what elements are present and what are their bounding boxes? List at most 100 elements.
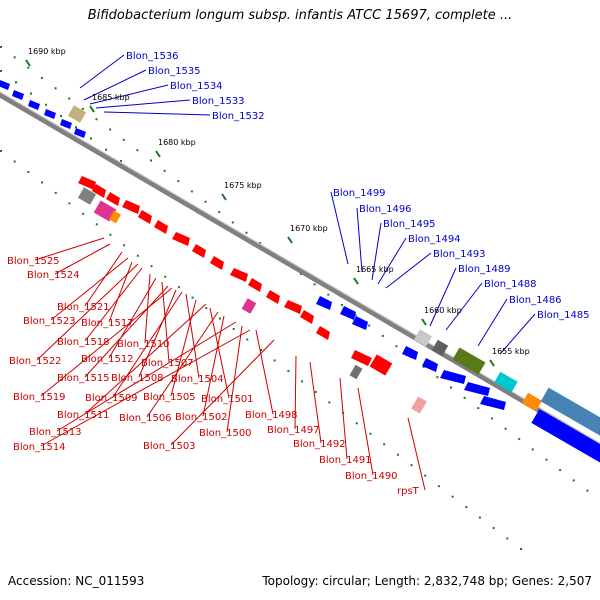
- ruler-dot: [105, 148, 107, 151]
- gene-box-gray: [349, 364, 363, 380]
- gene-label: Blon_1498: [245, 410, 298, 421]
- gene-label: Blon_1524: [27, 270, 80, 281]
- label-leader-line: [34, 237, 105, 261]
- ruler-dot: [54, 87, 57, 90]
- ruler-dot: [30, 92, 32, 95]
- gene-label: Blon_1532: [212, 111, 265, 122]
- ruler-dot: [314, 390, 317, 393]
- gene-box-pink: [411, 396, 427, 414]
- reverse-gene-arrow: [172, 232, 190, 246]
- ruler-dot: [301, 380, 304, 383]
- label-leader-line: [339, 377, 348, 460]
- gene-box-steelblue: [540, 387, 600, 437]
- gene-label: Blon_1485: [537, 310, 590, 321]
- ruler-dot: [396, 453, 399, 456]
- label-leader-line: [108, 277, 157, 359]
- reverse-gene-arrow: [154, 220, 168, 234]
- scale-tick-label: 1660 kbp: [424, 306, 462, 315]
- reverse-gene-arrow: [316, 326, 330, 340]
- ruler-dot: [436, 376, 439, 379]
- ruler-dot: [410, 464, 413, 467]
- gene-label: rpsT: [397, 486, 420, 497]
- ruler-dot: [287, 369, 290, 372]
- ruler-dot: [177, 286, 180, 289]
- ruler-dot: [0, 150, 2, 152]
- label-leader-line: [83, 69, 147, 101]
- ruler-dot: [150, 159, 152, 162]
- label-leader-line: [40, 287, 173, 397]
- label-leader-line: [371, 222, 382, 281]
- ruler-dot: [0, 70, 2, 72]
- label-leader-line: [36, 263, 139, 361]
- ruler-dot: [492, 527, 495, 530]
- label-leader-line: [40, 329, 251, 447]
- reverse-gene-arrow: [78, 176, 96, 190]
- ruler-dot: [545, 458, 548, 461]
- gene-label: Blon_1486: [509, 295, 562, 306]
- ruler-dot: [13, 56, 16, 59]
- ruler-dot: [478, 516, 481, 519]
- ruler-dot: [246, 338, 249, 341]
- label-leader-line: [255, 329, 274, 415]
- reverse-gene-arrow: [106, 192, 120, 206]
- label-leader-line: [170, 299, 197, 397]
- ruler-dot: [68, 97, 71, 100]
- reverse-gene-arrow: [230, 268, 248, 282]
- ruler-dot: [572, 479, 575, 482]
- ruler-dot: [81, 107, 84, 110]
- gene-box-cyan: [494, 371, 518, 393]
- forward-gene-arrow: [464, 382, 490, 396]
- gene-label: Blon_1496: [359, 204, 412, 215]
- ruler-dot: [95, 223, 98, 226]
- ruler-dot: [109, 233, 112, 236]
- scale-tick-mark: [89, 105, 95, 113]
- ruler-dot: [355, 422, 358, 425]
- gene-label: Blon_1519: [13, 392, 66, 403]
- gene-label: Blon_1493: [433, 249, 486, 260]
- ruler-dot: [231, 221, 234, 224]
- backbone-line: [0, 92, 600, 450]
- label-leader-line: [377, 237, 407, 285]
- label-leader-line: [79, 54, 125, 89]
- gene-label: Blon_1522: [9, 356, 62, 367]
- gene-label: Blon_1521: [57, 302, 110, 313]
- ruler-dot: [54, 191, 57, 194]
- ruler-dot: [395, 345, 398, 348]
- reverse-gene-arrow: [300, 310, 314, 324]
- ruler-dots: [0, 46, 589, 550]
- ruler-dot: [490, 417, 493, 420]
- ruler-dot: [191, 296, 194, 299]
- gene-box-tan: [67, 105, 87, 123]
- scale-tick-mark: [25, 59, 31, 67]
- gene-label: Blon_1514: [13, 442, 66, 453]
- ruler-dot: [163, 169, 166, 172]
- ruler-dot: [122, 138, 125, 141]
- label-leader-line: [499, 313, 536, 355]
- ruler-dot: [259, 242, 262, 245]
- label-leader-line: [84, 251, 123, 307]
- gene-label: Blon_1501: [201, 394, 254, 405]
- ruler-dot: [218, 317, 221, 320]
- gene-box-olive: [452, 347, 486, 375]
- ruler-dot: [136, 149, 139, 152]
- ruler-dot: [313, 283, 316, 286]
- gene-label: Blon_1535: [148, 66, 201, 77]
- gene-label: Blon_1512: [81, 354, 134, 365]
- gene-box-orange: [522, 392, 542, 412]
- ruler-dot: [82, 212, 85, 215]
- ruler-dot: [586, 489, 589, 492]
- reverse-gene-arrow: [92, 184, 106, 198]
- gene-features: [0, 80, 600, 463]
- gene-label: Blon_1523: [23, 316, 76, 327]
- ruler-dot: [260, 349, 262, 351]
- label-leader-line: [209, 307, 230, 399]
- ruler-dot: [531, 448, 534, 451]
- ruler-dot: [204, 200, 207, 203]
- label-leader-line: [84, 267, 143, 342]
- scale-tick-label: 1685 kbp: [92, 93, 130, 102]
- label-leader-line: [185, 293, 200, 379]
- gene-label: Blon_1515: [57, 373, 110, 384]
- ruler-dot: [109, 128, 112, 131]
- accession-text: Accession: NC_011593: [8, 574, 145, 588]
- ruler-dot: [0, 46, 2, 48]
